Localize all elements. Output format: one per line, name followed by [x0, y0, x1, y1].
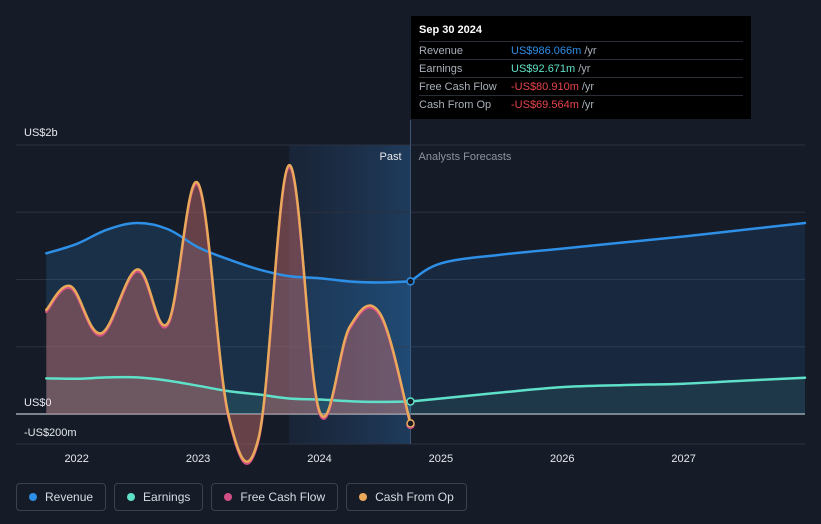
revenue-past-line — [45, 221, 412, 284]
series-lines — [45, 163, 807, 465]
tooltip: Sep 30 2024 Revenue US$986.066m /yr Earn… — [411, 16, 751, 119]
cash-from-op-past-line — [45, 163, 412, 463]
earnings-past-line — [45, 375, 412, 404]
y-tick-label: US$0 — [24, 397, 52, 409]
x-tick-label: 2025 — [429, 453, 453, 465]
tooltip-unit: /yr — [584, 44, 597, 57]
legend-dot-icon — [359, 493, 368, 501]
tooltip-unit: /yr — [578, 62, 591, 75]
x-tick-label: 2026 — [550, 453, 574, 465]
cash-from-op-past-area — [46, 165, 411, 462]
legend-label: Earnings — [143, 490, 191, 504]
tooltip-date: Sep 30 2024 — [419, 24, 482, 36]
tooltip-unit: /yr — [581, 98, 595, 111]
legend-label: Revenue — [45, 490, 94, 504]
past-highlight-band — [289, 145, 411, 444]
earnings-past-area — [46, 377, 411, 414]
cash-from-op-marker — [406, 419, 415, 428]
series-areas — [46, 165, 805, 464]
earnings-forecast-area — [410, 377, 805, 414]
tooltip-label: Revenue — [419, 44, 464, 57]
legend: Revenue Earnings Free Cash Flow Cash Fro… — [16, 483, 467, 511]
tooltip-label: Free Cash Flow — [419, 80, 497, 93]
y-tick-label: -US$200m — [24, 427, 77, 439]
x-tick-label: 2024 — [307, 453, 331, 465]
legend-label: Cash From Op — [375, 490, 454, 504]
tooltip-label: Cash From Op — [419, 98, 492, 111]
legend-item-earnings[interactable]: Earnings — [114, 483, 204, 511]
tooltip-row-free-cash-flow: Free Cash Flow -US$80.910m /yr — [419, 77, 743, 95]
x-tick-label: 2023 — [186, 453, 210, 465]
free-cash-flow-past-area — [46, 167, 411, 464]
y-tick-label: US$2b — [24, 127, 58, 139]
tooltip-value: US$92.671m — [511, 62, 576, 75]
forecast-label: Analysts Forecasts — [419, 151, 512, 163]
earnings-marker — [406, 397, 415, 406]
x-tick-label: 2027 — [671, 453, 695, 465]
legend-dot-icon — [127, 493, 136, 501]
legend-label: Free Cash Flow — [240, 490, 326, 504]
tooltip-row-earnings: Earnings US$92.671m /yr — [419, 59, 743, 77]
legend-item-free-cash-flow[interactable]: Free Cash Flow — [211, 483, 339, 511]
tooltip-value: US$986.066m — [511, 44, 582, 57]
past-label: Past — [379, 151, 401, 163]
tooltip-unit: /yr — [581, 80, 595, 93]
revenue-forecast-line — [409, 221, 807, 283]
tooltip-value: -US$69.564m — [511, 98, 579, 111]
legend-item-cash-from-op[interactable]: Cash From Op — [346, 483, 467, 511]
series-markers — [406, 277, 415, 430]
revenue-forecast-area — [410, 223, 805, 414]
tooltip-row-cash-from-op: Cash From Op -US$69.564m /yr — [419, 95, 743, 113]
revenue-marker — [406, 277, 415, 286]
axis-labels: US$2b US$0 -US$200m 2022 2023 2024 2025 2026 202… — [24, 127, 696, 465]
chart-background — [289, 145, 411, 444]
earnings-forecast-line — [409, 376, 807, 403]
legend-item-revenue[interactable]: Revenue — [16, 483, 107, 511]
x-tick-label: 2022 — [64, 453, 88, 465]
tooltip-label: Earnings — [419, 62, 463, 75]
legend-dot-icon — [224, 493, 233, 501]
legend-dot-icon — [29, 493, 37, 501]
tooltip-row-revenue: Revenue US$986.066m /yr — [419, 41, 743, 59]
tooltip-value: -US$80.910m — [511, 80, 579, 93]
